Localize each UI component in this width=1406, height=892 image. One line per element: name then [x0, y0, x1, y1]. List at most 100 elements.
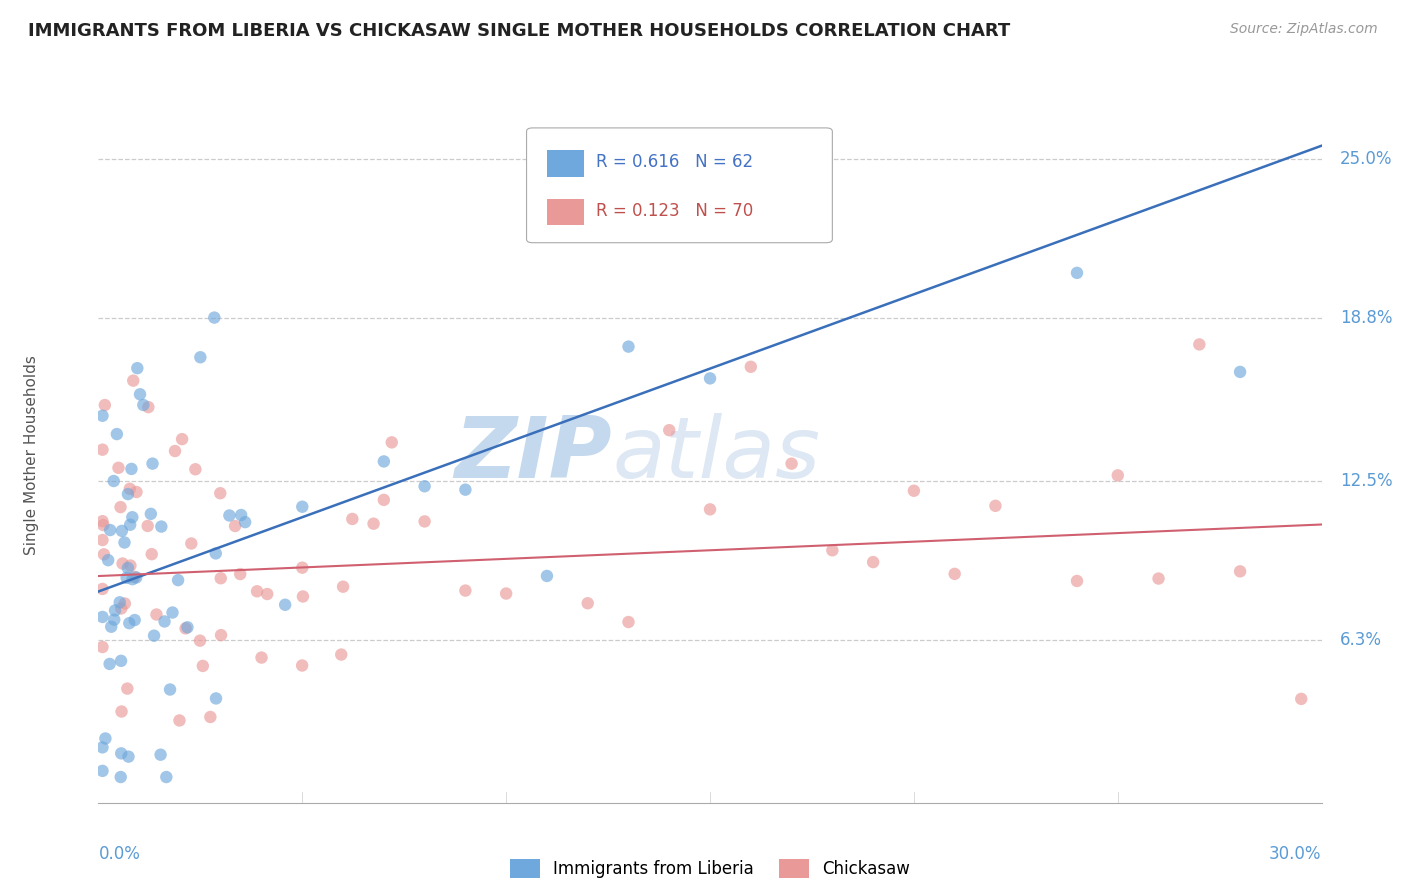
FancyBboxPatch shape: [526, 128, 832, 243]
Point: [780, 457, 803, 471]
Point: [141, 547, 163, 561]
Point: [139, 507, 162, 521]
Point: [93, 547, 115, 561]
Bar: [547, 150, 583, 177]
Point: [94, 731, 117, 746]
Point: [129, 387, 152, 401]
Point: [104, 603, 127, 617]
Point: [110, 770, 132, 784]
Point: [943, 566, 966, 581]
Point: [229, 567, 252, 582]
Point: [124, 613, 146, 627]
Point: [98, 657, 121, 671]
Text: ZIP: ZIP: [454, 413, 612, 497]
Point: [740, 359, 762, 374]
Point: [110, 654, 132, 668]
Point: [174, 621, 197, 635]
Point: [97, 553, 120, 567]
Point: [145, 607, 167, 622]
Point: [821, 543, 844, 558]
Point: [108, 595, 131, 609]
Point: [536, 569, 558, 583]
Point: [114, 535, 136, 549]
Point: [699, 502, 721, 516]
Text: 25.0%: 25.0%: [1340, 150, 1392, 168]
Point: [121, 572, 143, 586]
Point: [118, 616, 141, 631]
Point: [100, 620, 122, 634]
Point: [167, 573, 190, 587]
Point: [162, 606, 184, 620]
Point: [188, 633, 211, 648]
Point: [903, 483, 925, 498]
Point: [209, 486, 232, 500]
Point: [291, 590, 314, 604]
Text: 12.5%: 12.5%: [1340, 472, 1392, 490]
Point: [118, 482, 141, 496]
Text: 0.0%: 0.0%: [98, 845, 141, 863]
Point: [91, 610, 114, 624]
Point: [224, 519, 246, 533]
Point: [1066, 266, 1088, 280]
Point: [495, 586, 517, 600]
Point: [107, 460, 129, 475]
Text: Source: ZipAtlas.com: Source: ZipAtlas.com: [1230, 22, 1378, 37]
Point: [120, 558, 142, 573]
Point: [373, 454, 395, 468]
Point: [1188, 337, 1211, 351]
Point: [1229, 365, 1251, 379]
Point: [91, 409, 114, 423]
Point: [200, 710, 222, 724]
Point: [291, 658, 314, 673]
Point: [111, 524, 134, 538]
Point: [91, 740, 114, 755]
Point: [256, 587, 278, 601]
Point: [149, 747, 172, 762]
Point: [120, 517, 142, 532]
Point: [176, 620, 198, 634]
Point: [233, 515, 256, 529]
Point: [209, 571, 232, 585]
Point: [413, 479, 436, 493]
Point: [1107, 468, 1129, 483]
Point: [122, 374, 145, 388]
Point: [110, 747, 132, 761]
Text: 30.0%: 30.0%: [1270, 845, 1322, 863]
Point: [1229, 565, 1251, 579]
Point: [330, 648, 353, 662]
Text: 6.3%: 6.3%: [1340, 632, 1382, 649]
Point: [617, 340, 640, 354]
Point: [111, 557, 134, 571]
Point: [454, 483, 477, 497]
Point: [291, 500, 314, 514]
Text: 18.8%: 18.8%: [1340, 310, 1392, 327]
Point: [617, 615, 640, 629]
Point: [136, 519, 159, 533]
Point: [204, 546, 226, 560]
Point: [114, 597, 136, 611]
Point: [188, 351, 212, 365]
Point: [124, 570, 146, 584]
Point: [110, 601, 132, 615]
Point: [91, 764, 114, 778]
Point: [91, 640, 114, 654]
Point: [150, 519, 173, 533]
Point: [209, 628, 232, 642]
Text: R = 0.616   N = 62: R = 0.616 N = 62: [596, 153, 754, 171]
Point: [117, 561, 139, 575]
Point: [180, 536, 202, 550]
Point: [202, 310, 225, 325]
Point: [1066, 574, 1088, 588]
Point: [132, 398, 155, 412]
Point: [91, 518, 114, 533]
Point: [274, 598, 297, 612]
Point: [169, 714, 191, 728]
Point: [115, 571, 138, 585]
Point: [105, 427, 128, 442]
Point: [363, 516, 385, 531]
Text: R = 0.123   N = 70: R = 0.123 N = 70: [596, 202, 754, 219]
Point: [127, 361, 149, 376]
Point: [699, 371, 721, 385]
Point: [184, 462, 207, 476]
Point: [250, 650, 273, 665]
